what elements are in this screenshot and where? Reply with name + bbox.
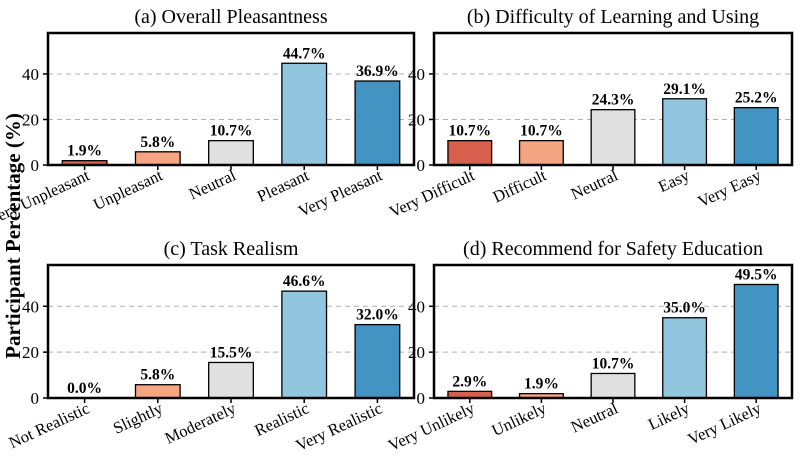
bar [590, 372, 636, 399]
y-tick-label: 40 [22, 297, 39, 316]
panels: (a) Overall Pleasantness 0 20 40 1.9% Very Un… [0, 6, 794, 455]
bar [733, 283, 779, 399]
y-tick-label: 20 [22, 343, 39, 362]
chart-panel: (c) Task Realism 0 20 40 0.0%Not Realistic 5.… [6, 238, 416, 455]
bar [134, 384, 181, 399]
bar [662, 98, 708, 166]
x-category-label: Unlikely [489, 398, 550, 440]
bar-value-label: 0.0% [67, 380, 102, 397]
y-tick-label: 40 [408, 297, 425, 316]
plot-frame [432, 263, 794, 400]
x-category-label: Easy [655, 165, 693, 196]
y-tick-label: 40 [408, 65, 425, 84]
chart-title: (b) Difficulty of Learning and Using [467, 6, 759, 28]
bar [518, 139, 564, 166]
x-category-label: Very Pleasant [295, 165, 385, 221]
bar-value-label: 1.9% [67, 143, 102, 160]
plot-frame [432, 31, 794, 167]
chart-title: (d) Recommend for Safety Education [463, 238, 763, 260]
x-category-label: Likely [645, 398, 693, 434]
bar [208, 139, 254, 166]
bar-value-label: 15.5% [210, 344, 253, 361]
bar-value-label: 5.8% [140, 134, 175, 151]
bar-value-label: 2.9% [452, 373, 487, 390]
bar [447, 139, 493, 166]
chart-title: (c) Task Realism [164, 238, 299, 260]
chart-title: (a) Overall Pleasantness [134, 6, 327, 28]
bar-value-label: 10.7% [448, 123, 491, 140]
bar-value-label: 49.5% [735, 266, 778, 283]
bar-value-label: 35.0% [663, 300, 706, 317]
bar [281, 62, 328, 166]
x-category-label: Neutral [568, 398, 621, 436]
bar-value-label: 10.7% [210, 123, 253, 140]
bar [590, 109, 636, 166]
y-tick-label: 0 [31, 156, 40, 175]
x-category-label: Moderately [162, 398, 240, 448]
x-category-label: Neutral [186, 165, 239, 203]
plot-frame [46, 263, 416, 400]
bar-value-label: 29.1% [663, 81, 706, 98]
bar [281, 290, 328, 399]
bar [354, 80, 401, 166]
y-tick-label: 20 [22, 110, 39, 129]
bar-value-label: 1.9% [524, 376, 559, 393]
x-category-label: Unpleasant [90, 165, 166, 214]
bar [662, 317, 708, 399]
bar [354, 323, 401, 399]
bar [208, 361, 254, 399]
bar-value-label: 5.8% [140, 367, 175, 384]
y-tick-label: 0 [417, 389, 426, 408]
y-tick-label: 0 [417, 156, 426, 175]
chart-panel: (b) Difficulty of Learning and Using 0 20 4… [386, 6, 794, 221]
bar-value-label: 10.7% [520, 123, 563, 140]
x-category-label: Slightly [110, 398, 166, 438]
y-tick-label: 40 [22, 65, 39, 84]
bar [733, 106, 779, 166]
y-tick-label: 20 [408, 110, 425, 129]
x-category-label: Neutral [568, 165, 621, 203]
bar-value-label: 44.7% [283, 45, 326, 62]
bar-value-label: 46.6% [283, 273, 326, 290]
x-category-label: Very Likely [685, 398, 765, 449]
bar-value-label: 32.0% [356, 307, 399, 324]
x-category-label: Difficult [490, 165, 550, 206]
bar-value-label: 24.3% [592, 92, 635, 109]
bar-value-label: 36.9% [356, 63, 399, 80]
bar [134, 151, 181, 166]
x-category-label: Very Difficult [386, 165, 478, 221]
y-tick-label: 0 [31, 389, 40, 408]
x-category-label: Very Unlikely [385, 398, 478, 455]
bar-value-label: 25.2% [735, 90, 778, 107]
y-tick-label: 20 [408, 343, 425, 362]
x-category-label: Not Realistic [6, 398, 93, 452]
bar-value-label: 10.7% [592, 355, 635, 372]
y-axis-label: Participant Percentage (%) [1, 113, 25, 359]
x-category-label: Very Easy [695, 165, 765, 211]
plot-frame [46, 31, 416, 167]
chart-panel: (d) Recommend for Safety Education 0 20 40 2… [385, 238, 794, 455]
